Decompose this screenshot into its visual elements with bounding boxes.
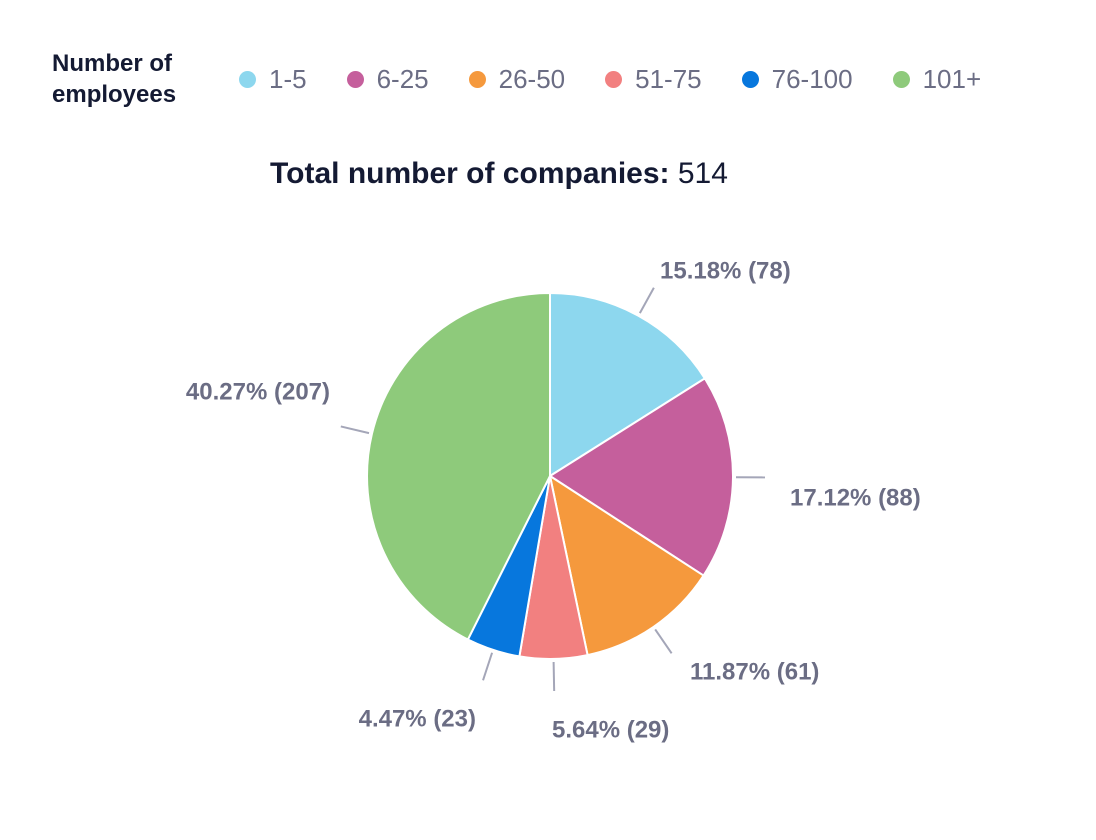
legend-items: 1-5 6-25 26-50 51-75 76-100 101+ [239,64,1021,95]
pie-slice-1-5[interactable] [549,292,706,477]
legend-item-6-25[interactable]: 6-25 [346,63,429,95]
legend-label: 26-50 [498,63,566,94]
legend-label: 51-75 [635,63,702,94]
legend-item-1-5[interactable]: 1-5 [239,64,307,95]
pie-slices [366,292,734,660]
leader-line-26-50 [654,628,673,654]
data-labels: 15.18% (78) 17.12% (88) 11.87% (61) 5.64% (… [186,257,921,743]
data-label-6-25: 17.12% (88) [790,484,921,511]
legend-item-76-100[interactable]: 76-100 [741,63,853,95]
legend-label: 1-5 [269,63,307,94]
legend-title: Number of employees [52,50,177,108]
legend-item-51-75[interactable]: 51-75 [605,64,702,95]
legend-dot [346,70,364,88]
legend: Number of employees 1-5 6-25 26-50 51-75… [52,48,1021,110]
data-label-1-5: 15.18% (78) [660,257,791,284]
leader-line-101-plus [340,425,370,435]
pie-slice-101-plus[interactable] [366,292,551,641]
chart-title-value: 514 [677,157,728,190]
leader-line-51-75 [552,661,556,691]
leader-line-1-5 [638,287,655,314]
legend-dot [605,70,623,88]
pie-slice-6-25[interactable] [549,377,734,577]
pie-slice-26-50[interactable] [549,475,705,657]
legend-label: 101+ [922,63,982,94]
legend-dot [892,70,910,88]
legend-item-26-50[interactable]: 26-50 [468,63,566,95]
legend-item-101-plus[interactable]: 101+ [892,63,982,95]
leader-lines [340,287,766,691]
data-label-101-plus: 40.27% (207) [186,378,330,405]
data-label-26-50: 11.87% (61) [690,658,819,685]
legend-dot [741,70,759,88]
chart-title: Total number of companies: 514 [0,157,1096,191]
legend-label: 6-25 [376,63,429,94]
legend-dot [468,70,486,88]
legend-dot [239,70,256,88]
chart-title-label: Total number of companies: [270,157,670,190]
leader-line-76-100 [482,652,494,681]
legend-label: 76-100 [771,63,853,94]
data-label-76-100: 4.47% (23) [359,705,476,732]
data-label-51-75: 5.64% (29) [552,716,669,743]
